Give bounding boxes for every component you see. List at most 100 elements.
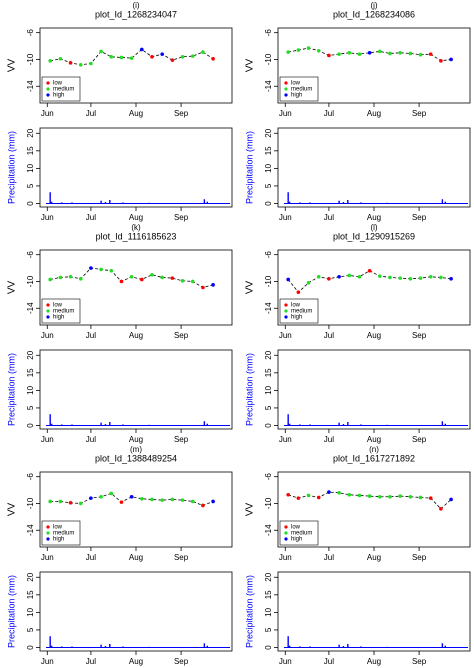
panel-title: plot_Id_1290915269 (333, 231, 415, 241)
precip-bar (49, 636, 51, 648)
vv-point (99, 494, 103, 499)
y-tick-label: -6 (26, 29, 35, 37)
y-tick-label: 5 (26, 183, 35, 188)
y-axis-label: Precipitation (mm) (6, 131, 16, 204)
vv-point (428, 496, 433, 500)
precip-bar (342, 202, 345, 204)
vv-line (288, 47, 452, 62)
precip-bar (342, 646, 345, 648)
x-tick-label: Sep (412, 657, 427, 666)
legend-marker (46, 525, 50, 529)
precip-bar (299, 646, 301, 648)
y-tick-label: 5 (264, 627, 273, 632)
y-tick-label: -6 (264, 29, 273, 37)
vv-point (89, 61, 93, 66)
legend-marker (284, 525, 288, 529)
x-tick-label: Jul (86, 553, 96, 562)
vv-point (337, 274, 341, 279)
y-tick-label: 20 (26, 128, 35, 137)
vv-point (306, 493, 311, 498)
precip-bar (61, 424, 63, 426)
vv-point (48, 59, 52, 63)
x-tick-label: Aug (367, 435, 381, 444)
vv-line (287, 270, 452, 293)
x-tick-label: Jun (279, 657, 292, 666)
vv-point (160, 52, 164, 56)
x-tick-label: Jul (324, 109, 334, 118)
y-tick-label: 0 (26, 423, 35, 428)
precip-bar (441, 643, 444, 648)
vv-point (428, 52, 433, 56)
vv-point (388, 275, 392, 280)
y-axis-label: VV (7, 281, 18, 295)
precip-bar (104, 424, 107, 426)
legend-marker (46, 537, 50, 541)
precip-bar (50, 423, 53, 426)
y-tick-label: 15 (264, 590, 273, 599)
y-tick-label: 15 (26, 368, 35, 377)
precip-bar (61, 202, 63, 204)
vv-point (418, 495, 423, 500)
vv-point (286, 50, 290, 54)
vv-point (99, 49, 103, 54)
vv-point (449, 276, 453, 281)
precip-bar (203, 643, 206, 648)
vv-point (439, 59, 443, 63)
legend-label: high (53, 537, 64, 543)
x-tick-label: Jul (324, 657, 334, 666)
legend-box (279, 298, 319, 324)
vv-point (388, 494, 392, 499)
x-tick-label: Sep (412, 213, 427, 222)
precip-bar (287, 192, 289, 204)
vv-point (201, 285, 205, 290)
precip-bar (109, 199, 111, 204)
precip-bar (347, 643, 349, 648)
y-tick-label: 15 (26, 590, 35, 599)
y-axis-label: Precipitation (mm) (6, 353, 16, 426)
legend-label: low (53, 81, 63, 87)
legend-label: medium (53, 309, 74, 315)
vv-point (296, 48, 301, 52)
y-tick-label: -10 (264, 275, 273, 287)
vv-line (50, 492, 214, 506)
vv-point (180, 498, 185, 502)
vv-point (68, 501, 73, 505)
legend-marker (284, 87, 288, 91)
legend-label: high (291, 93, 302, 99)
y-axis-label: Precipitation (mm) (6, 575, 16, 648)
vv-line (50, 48, 214, 66)
x-tick-label: Sep (174, 109, 189, 118)
vv-point (109, 268, 114, 273)
precip-bar (338, 644, 340, 648)
y-axis-label: VV (245, 281, 256, 295)
y-tick-label: -10 (264, 53, 273, 65)
y-tick-label: 20 (264, 572, 273, 581)
x-tick-label: Jun (279, 109, 292, 118)
legend-marker (284, 531, 288, 535)
legend-marker (46, 93, 50, 97)
precip-bar (299, 202, 301, 204)
panel-title: plot_Id_1268234047 (95, 9, 177, 19)
precip-bar (100, 644, 102, 648)
vv-point (211, 57, 215, 61)
y-tick-label: 0 (26, 201, 35, 206)
legend-label: medium (53, 531, 74, 537)
panel-title: plot_Id_1116185623 (96, 231, 177, 241)
vv-point (296, 496, 301, 500)
vv-point (48, 277, 52, 282)
y-tick-label: 15 (264, 368, 273, 377)
vv-point (286, 492, 290, 497)
x-tick-label: Sep (412, 435, 427, 444)
vv-point (398, 50, 402, 55)
vv-point (347, 492, 352, 497)
vv-point (109, 491, 114, 496)
y-tick-label: 5 (26, 405, 35, 410)
y-tick-label: -14 (26, 302, 35, 314)
vv-point (367, 268, 372, 273)
x-tick-label: Jul (324, 213, 334, 222)
precip-bar (61, 646, 63, 648)
vv-point (316, 495, 321, 500)
vv-point (160, 275, 164, 280)
precip-bar (104, 646, 107, 648)
vv-point (119, 55, 124, 60)
